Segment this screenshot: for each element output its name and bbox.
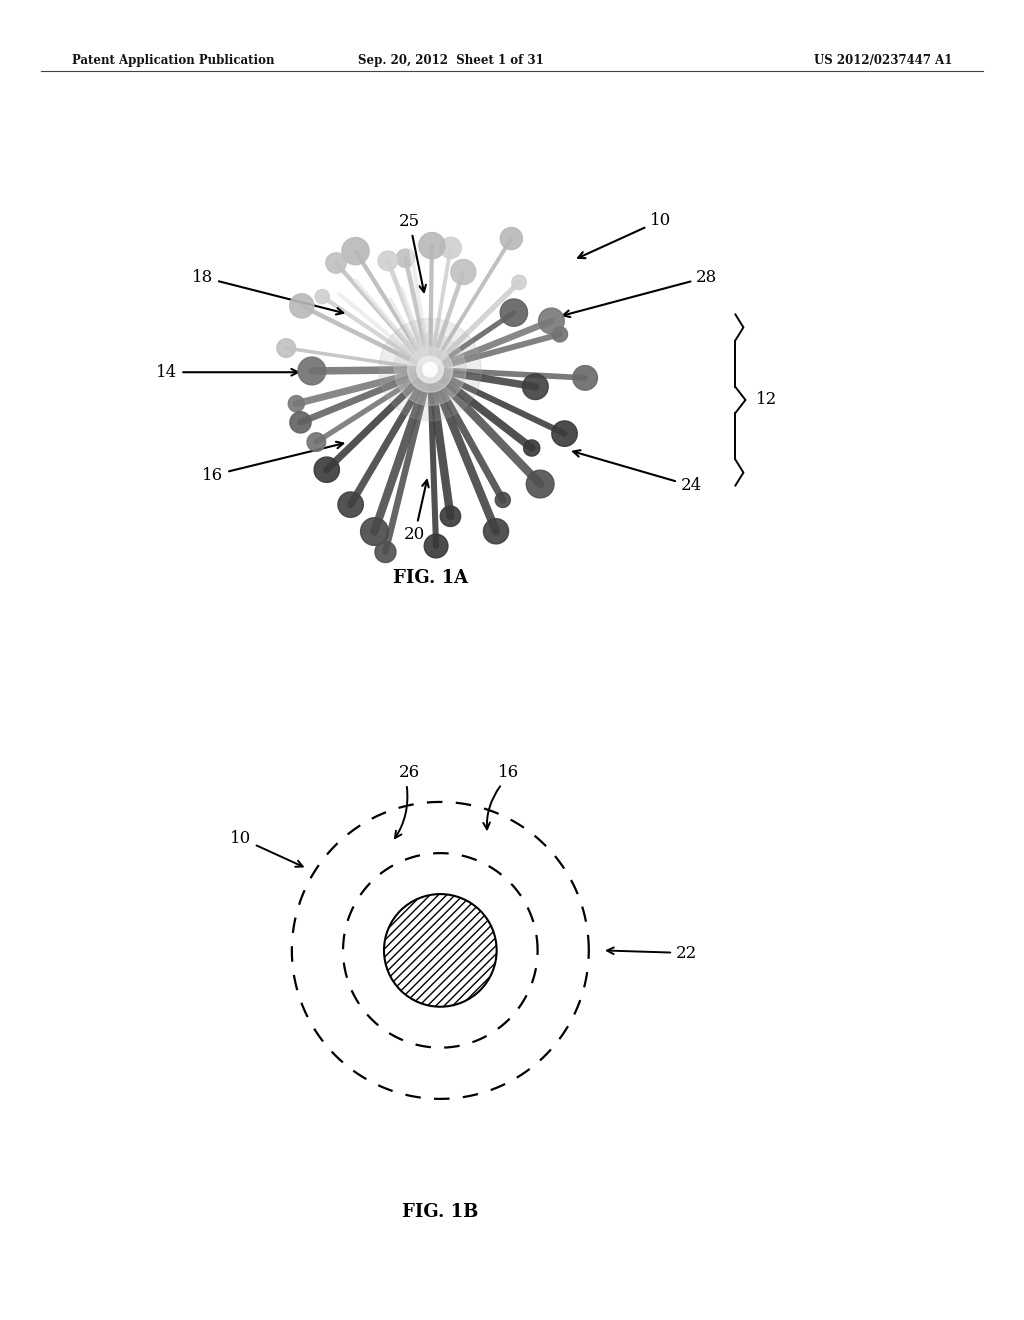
- Polygon shape: [326, 253, 346, 273]
- Text: 14: 14: [157, 364, 298, 380]
- Polygon shape: [522, 374, 548, 400]
- Polygon shape: [314, 457, 340, 482]
- Polygon shape: [552, 421, 578, 446]
- Polygon shape: [307, 433, 326, 451]
- Text: 16: 16: [203, 442, 343, 483]
- Polygon shape: [451, 260, 476, 285]
- Polygon shape: [501, 227, 522, 249]
- Polygon shape: [496, 492, 510, 507]
- Polygon shape: [501, 298, 527, 326]
- Text: Patent Application Publication: Patent Application Publication: [72, 54, 274, 67]
- Polygon shape: [289, 396, 304, 412]
- Text: 26: 26: [399, 764, 420, 781]
- Polygon shape: [276, 339, 296, 358]
- Text: 12: 12: [756, 392, 777, 408]
- Polygon shape: [379, 318, 481, 421]
- Polygon shape: [360, 517, 388, 545]
- Text: 25: 25: [399, 214, 426, 292]
- Polygon shape: [572, 366, 597, 391]
- Polygon shape: [394, 334, 466, 405]
- Polygon shape: [423, 363, 437, 376]
- Text: FIG. 1B: FIG. 1B: [402, 1203, 478, 1221]
- Polygon shape: [552, 326, 567, 342]
- Polygon shape: [342, 238, 370, 265]
- Text: 10: 10: [579, 213, 671, 259]
- Polygon shape: [523, 440, 540, 457]
- Polygon shape: [440, 506, 461, 527]
- Text: 20: 20: [404, 480, 429, 543]
- Polygon shape: [338, 492, 364, 517]
- Polygon shape: [526, 470, 554, 498]
- Polygon shape: [298, 356, 326, 385]
- Text: 22: 22: [607, 945, 697, 961]
- Polygon shape: [512, 275, 526, 290]
- Polygon shape: [375, 541, 396, 562]
- Polygon shape: [483, 519, 509, 544]
- Polygon shape: [290, 412, 311, 433]
- Text: FIG. 1A: FIG. 1A: [392, 569, 468, 587]
- Text: 24: 24: [573, 450, 701, 494]
- Polygon shape: [419, 232, 445, 259]
- Polygon shape: [396, 249, 415, 268]
- Text: 18: 18: [193, 269, 343, 314]
- Polygon shape: [417, 356, 443, 383]
- Polygon shape: [539, 308, 564, 334]
- Text: 10: 10: [230, 830, 303, 867]
- Text: US 2012/0237447 A1: US 2012/0237447 A1: [814, 54, 952, 67]
- Text: 28: 28: [563, 269, 717, 317]
- Ellipse shape: [384, 894, 497, 1007]
- Text: Sep. 20, 2012  Sheet 1 of 31: Sep. 20, 2012 Sheet 1 of 31: [357, 54, 544, 67]
- Polygon shape: [315, 289, 330, 304]
- Polygon shape: [424, 535, 447, 558]
- Polygon shape: [440, 238, 462, 259]
- Text: 16: 16: [499, 764, 519, 781]
- Polygon shape: [290, 294, 314, 318]
- Polygon shape: [378, 251, 397, 271]
- Polygon shape: [408, 347, 453, 392]
